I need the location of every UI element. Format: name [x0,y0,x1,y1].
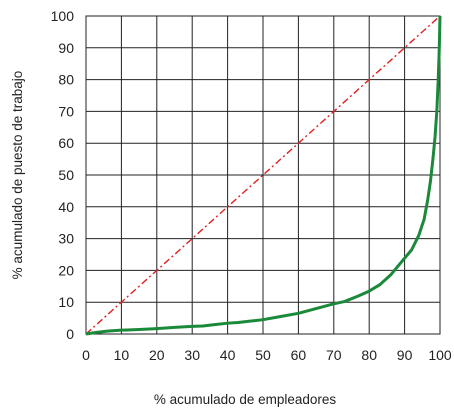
x-axis-title: % acumulado de empleadores [154,392,337,407]
x-tick-label: 0 [82,347,90,363]
y-tick-label: 20 [58,262,74,278]
x-tick-label: 100 [428,347,452,363]
y-tick-label: 70 [58,103,74,119]
y-tick-label: 0 [66,326,74,342]
y-tick-label: 40 [58,199,74,215]
plot-frame [85,15,441,335]
x-tick-label: 80 [361,347,377,363]
x-tick-label: 70 [326,347,342,363]
y-tick-labels: 0 10 20 30 40 50 60 70 80 90 100 [51,8,75,342]
x-tick-labels: 0 10 20 30 40 50 60 70 80 90 100 [82,347,452,363]
x-tick-label: 50 [255,347,271,363]
x-tick-label: 30 [184,347,200,363]
y-tick-label: 10 [58,294,74,310]
y-tick-label: 60 [58,135,74,151]
y-tick-label: 30 [58,231,74,247]
series-layer [85,15,442,336]
x-tick-label: 60 [291,347,307,363]
x-tick-label: 20 [149,347,165,363]
y-tick-label: 80 [58,72,74,88]
y-tick-label: 50 [58,167,74,183]
y-tick-label: 100 [51,8,75,24]
y-axis-title: % acumulado de puesto de trabajo [10,71,25,280]
cumulative-distribution-line [85,15,442,336]
x-tick-label: 40 [220,347,236,363]
equality-diagonal-line [85,15,441,335]
x-tick-label: 10 [114,347,130,363]
y-tick-label: 90 [58,40,74,56]
x-tick-label: 90 [397,347,413,363]
